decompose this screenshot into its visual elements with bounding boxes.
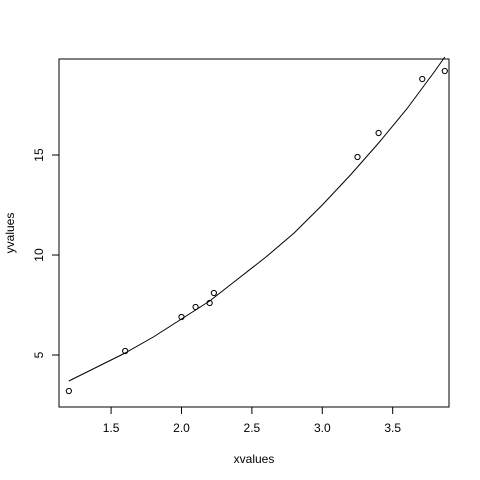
data-point <box>122 347 129 355</box>
y-axis-title: yvalues <box>3 213 17 254</box>
data-point <box>192 303 199 311</box>
data-point <box>206 299 213 307</box>
data-point <box>210 289 217 297</box>
x-axis-title: xvalues <box>234 452 275 466</box>
data-point <box>65 387 72 395</box>
fit-curve <box>68 56 446 382</box>
x-tick-label: 1.5 <box>103 421 120 435</box>
data-points <box>65 67 448 395</box>
plot-frame <box>58 58 450 408</box>
x-tick-label: 3.5 <box>384 421 401 435</box>
data-point <box>375 129 382 137</box>
x-tick-label: 2.5 <box>244 421 261 435</box>
y-axis: 5 10 15 <box>32 148 59 358</box>
data-point <box>441 67 448 75</box>
x-tick-label: 3.0 <box>314 421 331 435</box>
data-point <box>178 313 185 321</box>
x-axis: 1.5 2.0 2.5 3.0 3.5 <box>103 407 401 435</box>
data-point <box>354 153 361 161</box>
x-tick-label: 2.0 <box>173 421 190 435</box>
y-tick-label: 10 <box>32 248 46 262</box>
data-point <box>419 75 426 83</box>
y-tick-label: 5 <box>32 351 46 358</box>
y-tick-label: 15 <box>32 148 46 162</box>
